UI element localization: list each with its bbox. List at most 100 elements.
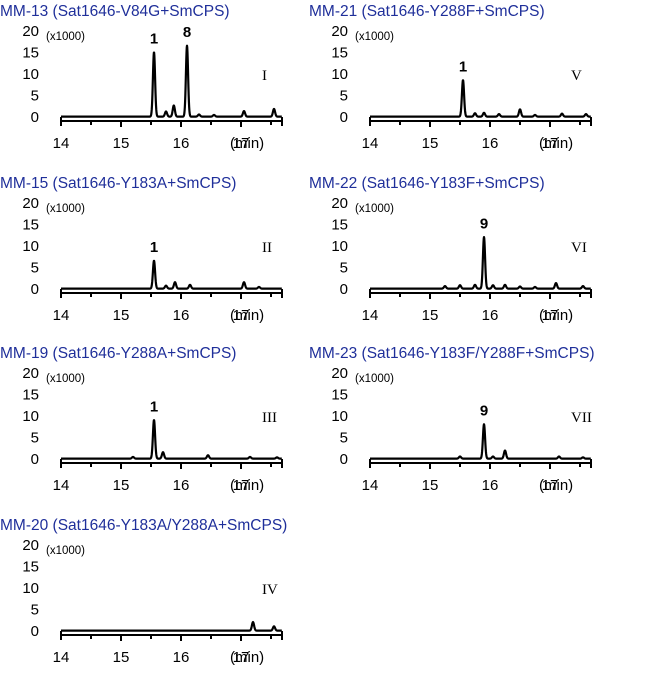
x-unit-label: (min) bbox=[539, 477, 573, 494]
y-tick-label: 10 bbox=[22, 408, 39, 425]
x-tick-label: 15 bbox=[422, 135, 439, 152]
x-tick-label: 16 bbox=[482, 307, 499, 324]
chromatogram-panel: MM-21 (Sat1646-Y288F+SmCPS) 0 5 10 15 20 (x100… bbox=[309, 3, 592, 152]
x-tick-label: 15 bbox=[422, 307, 439, 324]
x-tick-label: 14 bbox=[362, 135, 379, 152]
panel-title: MM-23 (Sat1646-Y183F/Y288F+SmCPS) bbox=[309, 345, 595, 362]
y-tick-label: 5 bbox=[31, 88, 39, 105]
y-tick-label: 0 bbox=[31, 451, 39, 468]
y-tick-label: 15 bbox=[22, 45, 39, 62]
y-tick-label: 15 bbox=[22, 387, 39, 404]
y-scale-label: (x1000) bbox=[355, 31, 394, 43]
x-tick-label: 16 bbox=[482, 135, 499, 152]
y-tick-label: 5 bbox=[31, 430, 39, 447]
x-tick-label: 14 bbox=[53, 307, 70, 324]
panel-title: MM-15 (Sat1646-Y183A+SmCPS) bbox=[0, 175, 236, 192]
y-tick-label: 20 bbox=[331, 195, 348, 212]
x-tick-label: 17 bbox=[542, 307, 559, 324]
y-tick-label: 15 bbox=[22, 217, 39, 234]
chromatogram-trace bbox=[369, 423, 592, 460]
panel-label: III bbox=[262, 410, 277, 426]
x-unit-label: (min) bbox=[539, 135, 573, 152]
x-tick-label: 17 bbox=[542, 135, 559, 152]
x-tick-label: 17 bbox=[233, 477, 250, 494]
y-tick-label: 5 bbox=[31, 260, 39, 277]
y-tick-label: 15 bbox=[331, 45, 348, 62]
y-tick-label: 20 bbox=[22, 23, 39, 40]
x-tick-label: 15 bbox=[422, 477, 439, 494]
x-tick-label: 16 bbox=[173, 649, 190, 666]
x-unit-label: (min) bbox=[539, 307, 573, 324]
panel-label: IV bbox=[262, 582, 278, 598]
x-tick-label: 17 bbox=[233, 307, 250, 324]
chromatogram-trace bbox=[369, 235, 592, 290]
peak-label: 1 bbox=[459, 58, 467, 75]
y-tick-label: 0 bbox=[31, 281, 39, 298]
peak-label: 8 bbox=[183, 24, 191, 41]
x-tick-label: 15 bbox=[113, 135, 130, 152]
x-tick-label: 15 bbox=[113, 649, 130, 666]
chromatogram-panel: MM-13 (Sat1646-V84G+SmCPS) 0 5 10 15 20 (x1000… bbox=[0, 3, 283, 152]
x-tick-label: 14 bbox=[53, 135, 70, 152]
y-tick-label: 5 bbox=[31, 602, 39, 619]
panel-label: VII bbox=[571, 410, 592, 426]
chromatogram-trace bbox=[369, 79, 592, 118]
x-tick-label: 16 bbox=[173, 477, 190, 494]
y-tick-label: 15 bbox=[331, 387, 348, 404]
y-tick-label: 10 bbox=[331, 66, 348, 83]
x-tick-label: 16 bbox=[482, 477, 499, 494]
peak-label: 1 bbox=[150, 31, 158, 48]
panel-title: MM-21 (Sat1646-Y288F+SmCPS) bbox=[309, 3, 545, 20]
peak-label: 1 bbox=[150, 239, 158, 256]
chromatogram-trace bbox=[60, 620, 283, 632]
panel-title: MM-20 (Sat1646-Y183A/Y288A+SmCPS) bbox=[0, 517, 287, 534]
x-tick-label: 16 bbox=[173, 135, 190, 152]
panel-label: I bbox=[262, 68, 267, 84]
peak-label: 9 bbox=[480, 215, 488, 232]
panel-label: VI bbox=[571, 240, 587, 256]
y-tick-label: 0 bbox=[340, 281, 348, 298]
panel-title: MM-13 (Sat1646-V84G+SmCPS) bbox=[0, 3, 230, 20]
y-tick-label: 0 bbox=[31, 623, 39, 640]
peak-label: 9 bbox=[480, 403, 488, 420]
chromatogram-panel: MM-23 (Sat1646-Y183F/Y288F+SmCPS) 0 5 10 15 2… bbox=[309, 345, 595, 494]
y-tick-label: 0 bbox=[31, 109, 39, 126]
x-tick-label: 17 bbox=[542, 477, 559, 494]
chromatogram-panel: MM-20 (Sat1646-Y183A/Y288A+SmCPS) 0 5 10 15 2… bbox=[0, 517, 287, 666]
chromatogram-trace bbox=[60, 419, 283, 460]
chromatogram-trace bbox=[60, 44, 283, 118]
y-scale-label: (x1000) bbox=[46, 373, 85, 385]
y-tick-label: 20 bbox=[331, 23, 348, 40]
y-scale-label: (x1000) bbox=[46, 545, 85, 557]
x-tick-label: 14 bbox=[53, 649, 70, 666]
x-unit-label: (min) bbox=[230, 477, 264, 494]
y-tick-label: 10 bbox=[22, 238, 39, 255]
x-tick-label: 17 bbox=[233, 649, 250, 666]
y-tick-label: 10 bbox=[22, 66, 39, 83]
chromatogram-panel: MM-22 (Sat1646-Y183F+SmCPS) 0 5 10 15 20 (x100… bbox=[309, 175, 592, 324]
panel-title: MM-22 (Sat1646-Y183F+SmCPS) bbox=[309, 175, 545, 192]
x-tick-label: 14 bbox=[362, 477, 379, 494]
x-tick-label: 14 bbox=[362, 307, 379, 324]
y-tick-label: 20 bbox=[22, 195, 39, 212]
y-tick-label: 5 bbox=[340, 260, 348, 277]
y-tick-label: 0 bbox=[340, 109, 348, 126]
y-tick-label: 20 bbox=[331, 365, 348, 382]
y-tick-label: 20 bbox=[22, 365, 39, 382]
x-unit-label: (min) bbox=[230, 135, 264, 152]
peak-label: 1 bbox=[150, 398, 158, 415]
x-tick-label: 16 bbox=[173, 307, 190, 324]
y-scale-label: (x1000) bbox=[355, 373, 394, 385]
y-tick-label: 5 bbox=[340, 430, 348, 447]
chromatogram-trace bbox=[60, 259, 283, 290]
y-tick-label: 15 bbox=[331, 217, 348, 234]
panel-label: V bbox=[571, 68, 582, 84]
x-unit-label: (min) bbox=[230, 307, 264, 324]
x-tick-label: 17 bbox=[233, 135, 250, 152]
chromatogram-panel: MM-19 (Sat1646-Y288A+SmCPS) 0 5 10 15 20 (x100… bbox=[0, 345, 283, 494]
y-tick-label: 10 bbox=[331, 238, 348, 255]
panel-title: MM-19 (Sat1646-Y288A+SmCPS) bbox=[0, 345, 236, 362]
y-scale-label: (x1000) bbox=[46, 203, 85, 215]
chromatogram-panel: MM-15 (Sat1646-Y183A+SmCPS) 0 5 10 15 20 (x100… bbox=[0, 175, 283, 324]
